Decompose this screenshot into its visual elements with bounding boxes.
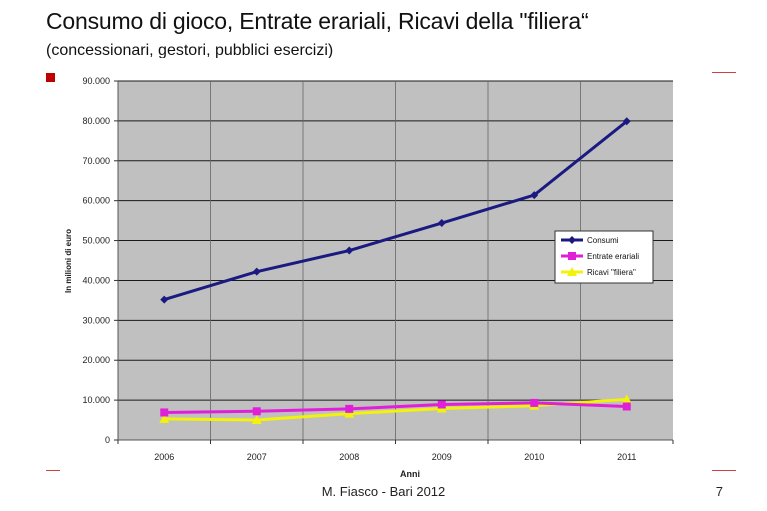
y-axis-label: In milioni di euro xyxy=(64,229,73,293)
y-tick-label: 90.000 xyxy=(82,76,110,86)
data-point-ricavi-filiera xyxy=(344,408,355,418)
y-tick-label: 80.000 xyxy=(82,116,110,126)
legend-label-ricavi-filiera: Ricavi "filiera" xyxy=(587,268,636,277)
data-point-entrate-erariali xyxy=(252,407,261,416)
y-tick-label: 60.000 xyxy=(82,196,110,206)
x-axis-label: Anni xyxy=(400,469,420,479)
data-point-consumi xyxy=(252,267,261,276)
data-point-entrate-erariali xyxy=(622,402,631,411)
y-tick-label: 10.000 xyxy=(82,395,110,405)
x-tick-label: 2009 xyxy=(432,452,452,462)
data-point-ricavi-filiera xyxy=(621,394,632,404)
data-point-entrate-erariali xyxy=(345,404,354,413)
x-tick-label: 2006 xyxy=(154,452,174,462)
data-point-consumi xyxy=(622,117,631,126)
y-tick-label: 40.000 xyxy=(82,275,110,285)
divider-line-right-bottom xyxy=(712,470,736,471)
y-tick-label: 70.000 xyxy=(82,156,110,166)
legend-marker-entrate-erariali xyxy=(568,252,576,260)
x-tick-label: 2007 xyxy=(247,452,267,462)
data-point-entrate-erariali xyxy=(437,400,446,409)
legend-marker-ricavi-filiera xyxy=(567,267,577,276)
slide-title: Consumo di gioco, Entrate erariali, Rica… xyxy=(46,8,589,34)
y-tick-label: 30.000 xyxy=(82,315,110,325)
data-point-entrate-erariali xyxy=(530,398,539,407)
y-tick-label: 20.000 xyxy=(82,355,110,365)
x-tick-label: 2010 xyxy=(524,452,544,462)
bullet-marker xyxy=(46,73,55,82)
data-point-ricavi-filiera xyxy=(159,413,170,423)
legend-label-consumi: Consumi xyxy=(587,236,619,245)
data-point-consumi xyxy=(530,191,539,200)
legend-label-entrate-erariali: Entrate erariali xyxy=(587,252,639,261)
y-tick-label: 0 xyxy=(105,435,110,445)
data-point-consumi xyxy=(437,219,446,228)
divider-line-right-top xyxy=(712,72,736,73)
x-tick-label: 2011 xyxy=(617,452,636,462)
data-point-consumi xyxy=(160,295,169,304)
series-line-consumi xyxy=(163,120,628,302)
divider-line-left-bottom xyxy=(46,470,60,471)
slide-subtitle: (concessionari, gestori, pubblici eserci… xyxy=(46,42,334,59)
data-point-entrate-erariali xyxy=(160,408,169,417)
x-tick-label: 2008 xyxy=(339,452,359,462)
data-point-consumi xyxy=(345,246,354,255)
page-number: 7 xyxy=(715,484,723,499)
y-tick-label: 50.000 xyxy=(82,236,110,246)
data-point-ricavi-filiera xyxy=(251,415,262,425)
series-line-entrate-erariali xyxy=(164,401,627,414)
legend-marker-consumi xyxy=(568,236,576,244)
footer-text: M. Fiasco - Bari 2012 xyxy=(321,484,446,499)
legend: Consumi Entrate erariali Ricavi "filiera" xyxy=(554,230,654,284)
